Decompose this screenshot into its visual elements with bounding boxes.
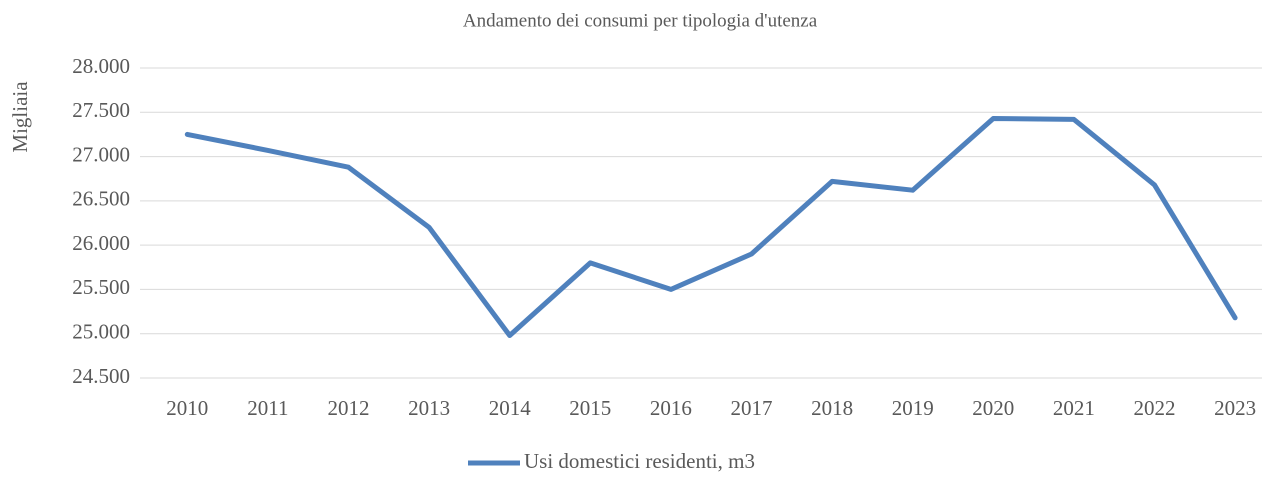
y-tick-label: 27.000 <box>72 142 130 166</box>
y-tick-label: 24.500 <box>72 364 130 388</box>
x-tick-label: 2022 <box>1134 396 1176 420</box>
y-axis-label: Migliaia <box>8 81 32 153</box>
x-tick-label: 2016 <box>650 396 692 420</box>
x-tick-label: 2020 <box>972 396 1014 420</box>
x-tick-label: 2015 <box>569 396 611 420</box>
y-tick-label: 25.500 <box>72 275 130 299</box>
legend-label: Usi domestici residenti, m3 <box>524 449 755 473</box>
x-tick-label: 2021 <box>1053 396 1095 420</box>
x-tick-label: 2013 <box>408 396 450 420</box>
x-tick-label: 2014 <box>489 396 532 420</box>
x-tick-label: 2017 <box>731 396 773 420</box>
x-tick-label: 2019 <box>892 396 934 420</box>
x-tick-label: 2011 <box>247 396 288 420</box>
line-series <box>184 116 1238 338</box>
y-tick-label: 26.500 <box>72 187 130 211</box>
x-tick-label: 2012 <box>328 396 370 420</box>
x-tick-label: 2018 <box>811 396 853 420</box>
y-tick-label: 25.000 <box>72 320 130 344</box>
y-tick-label: 27.500 <box>72 98 130 122</box>
y-tick-label: 28.000 <box>72 54 130 78</box>
x-tick-label: 2023 <box>1214 396 1256 420</box>
chart-title: Andamento dei consumi per tipologia d'ut… <box>463 10 818 31</box>
y-tick-label: 26.000 <box>72 231 130 255</box>
x-tick-label: 2010 <box>166 396 208 420</box>
